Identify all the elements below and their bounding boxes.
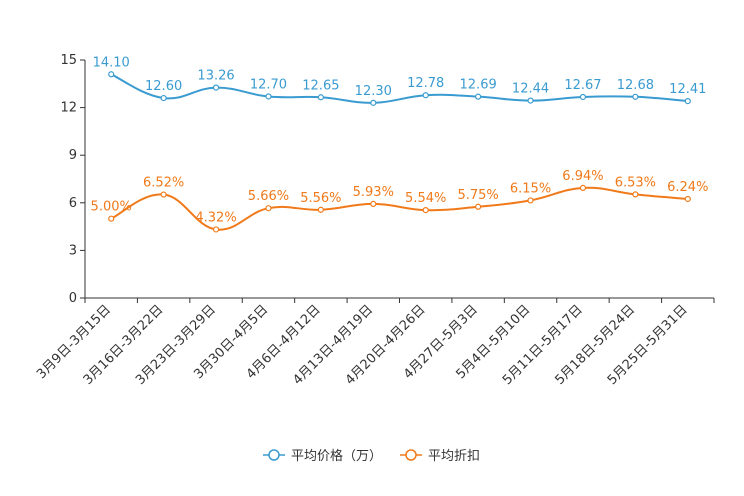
data-point[interactable] — [265, 205, 272, 212]
data-point[interactable] — [160, 94, 167, 102]
data-point[interactable] — [527, 97, 534, 104]
data-label: 5.93% — [353, 185, 394, 200]
data-label: 5.56% — [300, 191, 341, 206]
data-point[interactable] — [475, 203, 482, 210]
data-point[interactable] — [212, 84, 220, 91]
y-tick-label: 0 — [69, 291, 77, 306]
data-point[interactable] — [632, 93, 639, 100]
y-tick-label: 6 — [69, 196, 77, 211]
data-label: 6.52% — [143, 176, 184, 191]
data-point[interactable] — [370, 99, 377, 106]
data-point[interactable] — [579, 184, 587, 191]
data-point[interactable] — [370, 200, 377, 208]
data-label: 6.15% — [510, 181, 551, 196]
y-tick-label: 15 — [60, 53, 77, 68]
data-point[interactable] — [160, 191, 167, 198]
data-point[interactable] — [579, 93, 587, 101]
data-label: 5.00% — [91, 200, 132, 215]
data-label: 6.24% — [667, 180, 708, 195]
data-label: 4.32% — [195, 210, 236, 225]
data-point[interactable] — [632, 191, 639, 198]
data-label: 5.66% — [248, 189, 289, 204]
data-label: 12.68 — [617, 78, 654, 93]
data-label: 12.41 — [669, 82, 706, 97]
data-point[interactable] — [422, 92, 429, 99]
data-label: 6.53% — [615, 175, 656, 190]
data-point[interactable] — [108, 215, 115, 222]
data-point[interactable] — [212, 226, 220, 233]
data-label: 12.70 — [250, 77, 287, 92]
data-point[interactable] — [422, 206, 429, 214]
data-point[interactable] — [684, 97, 691, 105]
legend-label[interactable]: 平均价格（万） — [291, 448, 382, 464]
data-point[interactable] — [527, 197, 534, 204]
data-point[interactable] — [317, 206, 324, 213]
legend-marker[interactable] — [405, 449, 417, 461]
data-label: 12.78 — [407, 76, 444, 91]
data-label: 12.69 — [460, 78, 497, 93]
data-label: 5.54% — [405, 191, 446, 206]
data-point[interactable] — [108, 71, 115, 78]
data-label: 12.65 — [302, 78, 339, 93]
data-label: 5.75% — [457, 188, 498, 203]
y-tick-label: 9 — [69, 148, 77, 163]
legend-marker[interactable] — [268, 449, 280, 461]
data-label: 12.30 — [355, 84, 392, 99]
data-label: 12.60 — [145, 79, 182, 94]
data-point[interactable] — [684, 195, 691, 203]
data-label: 12.67 — [564, 78, 601, 93]
legend-label[interactable]: 平均折扣 — [428, 449, 480, 464]
data-point[interactable] — [475, 93, 482, 100]
data-label: 13.26 — [197, 69, 234, 84]
series-line — [110, 73, 688, 104]
y-tick-label: 12 — [60, 101, 77, 116]
y-tick-label: 3 — [69, 243, 77, 258]
data-point[interactable] — [265, 93, 272, 100]
data-label: 6.94% — [562, 169, 603, 184]
data-label: 12.44 — [512, 82, 549, 97]
data-label: 14.10 — [93, 55, 130, 70]
data-point[interactable] — [317, 94, 324, 101]
